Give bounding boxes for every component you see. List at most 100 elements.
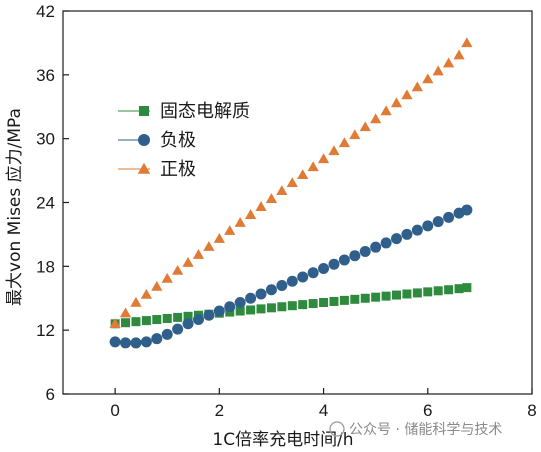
circle-point	[265, 284, 277, 296]
x-axis-label: 1C倍率充电时间/h	[212, 430, 353, 450]
triangle-point	[286, 177, 298, 188]
circle-point	[297, 271, 309, 283]
circle-point	[422, 220, 434, 232]
circle-point	[411, 224, 423, 236]
square-point	[308, 299, 318, 309]
series-square	[110, 283, 472, 329]
square-point	[277, 302, 287, 312]
series-triangle	[109, 37, 473, 329]
legend-triangle-marker	[137, 162, 151, 174]
triangle-point	[276, 185, 288, 196]
legend-label: 固态电解质	[160, 101, 250, 122]
circle-point	[120, 337, 132, 349]
triangle-point	[328, 145, 340, 156]
x-tick-label: 0	[110, 401, 119, 420]
circle-point	[349, 250, 361, 262]
triangle-point	[453, 49, 465, 60]
x-axis-ticks: 0 2 4 6 8	[110, 388, 537, 420]
square-point	[360, 293, 370, 303]
square-point	[339, 295, 349, 305]
triangle-point	[255, 201, 267, 211]
y-tick-label: 30	[36, 130, 55, 149]
square-point	[433, 286, 443, 296]
triangle-point	[338, 137, 351, 148]
legend-square-marker	[139, 106, 149, 116]
square-point	[412, 288, 422, 298]
circle-point	[276, 279, 288, 291]
square-point	[141, 316, 151, 326]
triangle-point	[213, 233, 225, 243]
circle-point	[130, 337, 142, 349]
triangle-point	[380, 105, 392, 116]
triangle-point	[109, 318, 121, 329]
circle-point	[151, 333, 163, 345]
circle-point	[370, 241, 382, 253]
triangle-point	[401, 89, 413, 100]
square-point	[392, 290, 402, 300]
square-point	[319, 298, 329, 308]
square-point	[121, 318, 131, 328]
square-point	[329, 296, 339, 306]
square-point	[246, 305, 256, 315]
triangle-point	[192, 249, 205, 259]
circle-point	[203, 309, 215, 321]
triangle-point	[161, 272, 173, 283]
legend-label: 负极	[160, 130, 196, 151]
circle-point	[338, 254, 350, 266]
triangle-point	[119, 307, 132, 318]
triangle-point	[172, 264, 184, 275]
square-point	[444, 285, 454, 295]
x-tick-label: 2	[215, 401, 224, 420]
y-tick-label: 6	[46, 385, 55, 404]
triangle-point	[349, 129, 361, 140]
triangle-point	[390, 97, 403, 108]
circle-point	[307, 267, 319, 279]
circle-point	[224, 301, 236, 313]
circle-point	[391, 233, 403, 245]
square-point	[423, 287, 433, 297]
triangle-point	[182, 256, 194, 267]
x-tick-label: 6	[423, 401, 432, 420]
square-point	[183, 311, 193, 321]
circle-point	[234, 297, 246, 309]
y-tick-label: 24	[36, 194, 55, 213]
y-tick-label: 36	[36, 66, 55, 85]
legend-circle-marker	[138, 134, 150, 146]
circle-point	[461, 204, 473, 216]
circle-point	[161, 328, 173, 340]
square-point	[162, 313, 172, 323]
circle-point	[192, 314, 204, 326]
circle-point	[286, 275, 298, 287]
circle-point	[109, 336, 121, 348]
triangle-point	[130, 296, 142, 307]
circle-point	[328, 258, 340, 270]
triangle-point	[442, 57, 455, 68]
circle-point	[213, 305, 225, 317]
triangle-point	[411, 81, 423, 92]
square-point	[256, 304, 266, 314]
square-point	[152, 315, 162, 325]
triangle-point	[307, 161, 319, 172]
y-axis-label: 最大von Mises 应力/MPa	[5, 108, 25, 306]
square-point	[173, 312, 183, 322]
circle-point	[401, 228, 413, 240]
plot-area	[62, 10, 533, 395]
circle-point	[245, 292, 257, 304]
triangle-point	[370, 113, 382, 124]
y-axis-ticks: 6 12 18 24 30 36 42	[36, 2, 69, 404]
square-point	[131, 317, 141, 327]
triangle-point	[224, 225, 236, 235]
circle-point	[380, 237, 392, 249]
circle-point	[140, 336, 152, 348]
triangle-point	[297, 169, 309, 180]
triangle-point	[140, 288, 153, 299]
square-point	[462, 283, 472, 293]
square-point	[235, 306, 245, 316]
triangle-point	[317, 153, 330, 164]
x-tick-label: 8	[527, 401, 536, 420]
watermark-text: 公众号 · 储能科学与技术	[349, 422, 502, 438]
triangle-point	[359, 121, 371, 132]
square-point	[298, 300, 308, 310]
